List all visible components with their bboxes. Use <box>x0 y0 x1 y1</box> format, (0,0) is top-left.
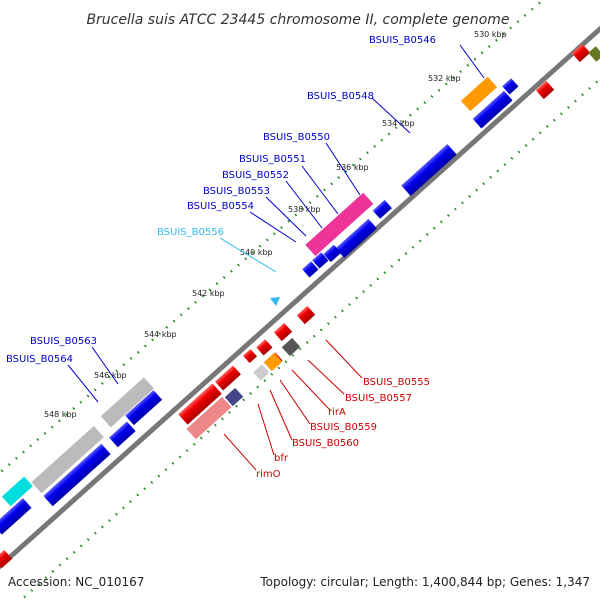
gene-arrow[interactable] <box>460 76 498 112</box>
gene-arrow[interactable] <box>253 364 270 381</box>
gene-label-BSUIS_B0552[interactable]: BSUIS_B0552 <box>222 170 289 181</box>
gene-arrow[interactable] <box>224 387 244 407</box>
gene-arrow[interactable] <box>588 46 600 62</box>
gene-arrow[interactable] <box>0 549 13 569</box>
tick-label: 538 kbp <box>288 205 321 214</box>
gene-arrow[interactable] <box>312 252 329 269</box>
lower-leader-lines <box>223 339 363 471</box>
gene-arrow[interactable] <box>281 337 301 357</box>
gene-label-BSUIS_B0551[interactable]: BSUIS_B0551 <box>239 154 306 165</box>
genome-summary-text: Topology: circular; Length: 1,400,844 bp… <box>259 575 590 589</box>
gene-label-BSUIS_B0548[interactable]: BSUIS_B0548 <box>307 91 374 102</box>
gene-arrow[interactable] <box>296 305 316 325</box>
gene-arrow[interactable] <box>273 322 293 342</box>
gene-arrow[interactable] <box>263 352 283 372</box>
gene-arrow[interactable] <box>502 78 519 95</box>
gene-arrow[interactable] <box>0 498 32 535</box>
accession-text: Accession: NC_010167 <box>8 575 144 589</box>
gene-arrow[interactable] <box>305 192 374 257</box>
gene-label-bfr[interactable]: bfr <box>274 453 289 464</box>
gene-label-BSUIS_B0546[interactable]: BSUIS_B0546 <box>369 35 436 46</box>
gene-label-BSUIS_B0555[interactable]: BSUIS_B0555 <box>363 377 430 388</box>
gene-arrow[interactable] <box>186 396 232 440</box>
reverse-genes <box>0 80 555 569</box>
gene-arrow[interactable] <box>270 297 280 306</box>
gene-arrow[interactable] <box>335 218 378 258</box>
gene-label-BSUIS_B0560[interactable]: BSUIS_B0560 <box>292 438 359 449</box>
gene-arrow[interactable] <box>302 261 319 278</box>
gene-label-BSUIS_B0550[interactable]: BSUIS_B0550 <box>263 132 330 143</box>
tick-label: 536 kbp <box>336 163 369 172</box>
gene-arrow[interactable] <box>100 377 154 428</box>
forward-genes <box>0 43 600 535</box>
gene-arrow[interactable] <box>323 244 342 263</box>
inner-tick-track <box>19 77 600 600</box>
tick-label: 544 kbp <box>144 330 177 339</box>
gene-label-BSUIS_B0559[interactable]: BSUIS_B0559 <box>310 422 377 433</box>
gene-arrow[interactable] <box>401 144 457 196</box>
gene-label-BSUIS_B0556[interactable]: BSUIS_B0556 <box>157 227 224 238</box>
tick-label: 546 kbp <box>94 371 127 380</box>
gene-arrow[interactable] <box>43 443 111 507</box>
gene-label-BSUIS_B0554[interactable]: BSUIS_B0554 <box>187 201 254 212</box>
tick-label: 548 kbp <box>44 410 77 419</box>
gene-label-BSUIS_B0557[interactable]: BSUIS_B0557 <box>345 393 412 404</box>
gene-label-BSUIS_B0553[interactable]: BSUIS_B0553 <box>203 186 270 197</box>
gene-arrow[interactable] <box>125 390 163 426</box>
gene-arrow[interactable] <box>109 421 136 448</box>
gene-label-BSUIS_B0563[interactable]: BSUIS_B0563 <box>30 336 97 347</box>
tick-label: 532 kbp <box>428 74 461 83</box>
tick-label: 530 kbp <box>474 30 507 39</box>
gene-arrow[interactable] <box>472 90 513 129</box>
map-title: Brucella suis ATCC 23445 chromosome II, … <box>86 12 509 28</box>
gene-arrow[interactable] <box>535 80 555 100</box>
tick-label: 542 kbp <box>192 289 225 298</box>
gene-arrow[interactable] <box>242 348 258 364</box>
gene-arrow[interactable] <box>571 43 591 63</box>
gene-arrow[interactable] <box>178 383 222 425</box>
gene-arrow[interactable] <box>256 339 273 356</box>
outer-tick-track <box>0 0 545 475</box>
upper-leader-lines <box>67 44 485 403</box>
genome-backbone <box>0 25 600 570</box>
tick-label: 534 kbp <box>382 119 415 128</box>
gene-label-rimO[interactable]: rimO <box>256 469 281 480</box>
gene-label-BSUIS_B0564[interactable]: BSUIS_B0564 <box>6 354 73 365</box>
gene-arrow[interactable] <box>372 199 392 219</box>
gene-arrow[interactable] <box>31 425 104 494</box>
gene-arrow[interactable] <box>1 476 33 507</box>
gene-label-rirA[interactable]: rirA <box>328 407 346 418</box>
gene-arrow[interactable] <box>215 365 241 391</box>
tick-label: 540 kbp <box>240 248 273 257</box>
